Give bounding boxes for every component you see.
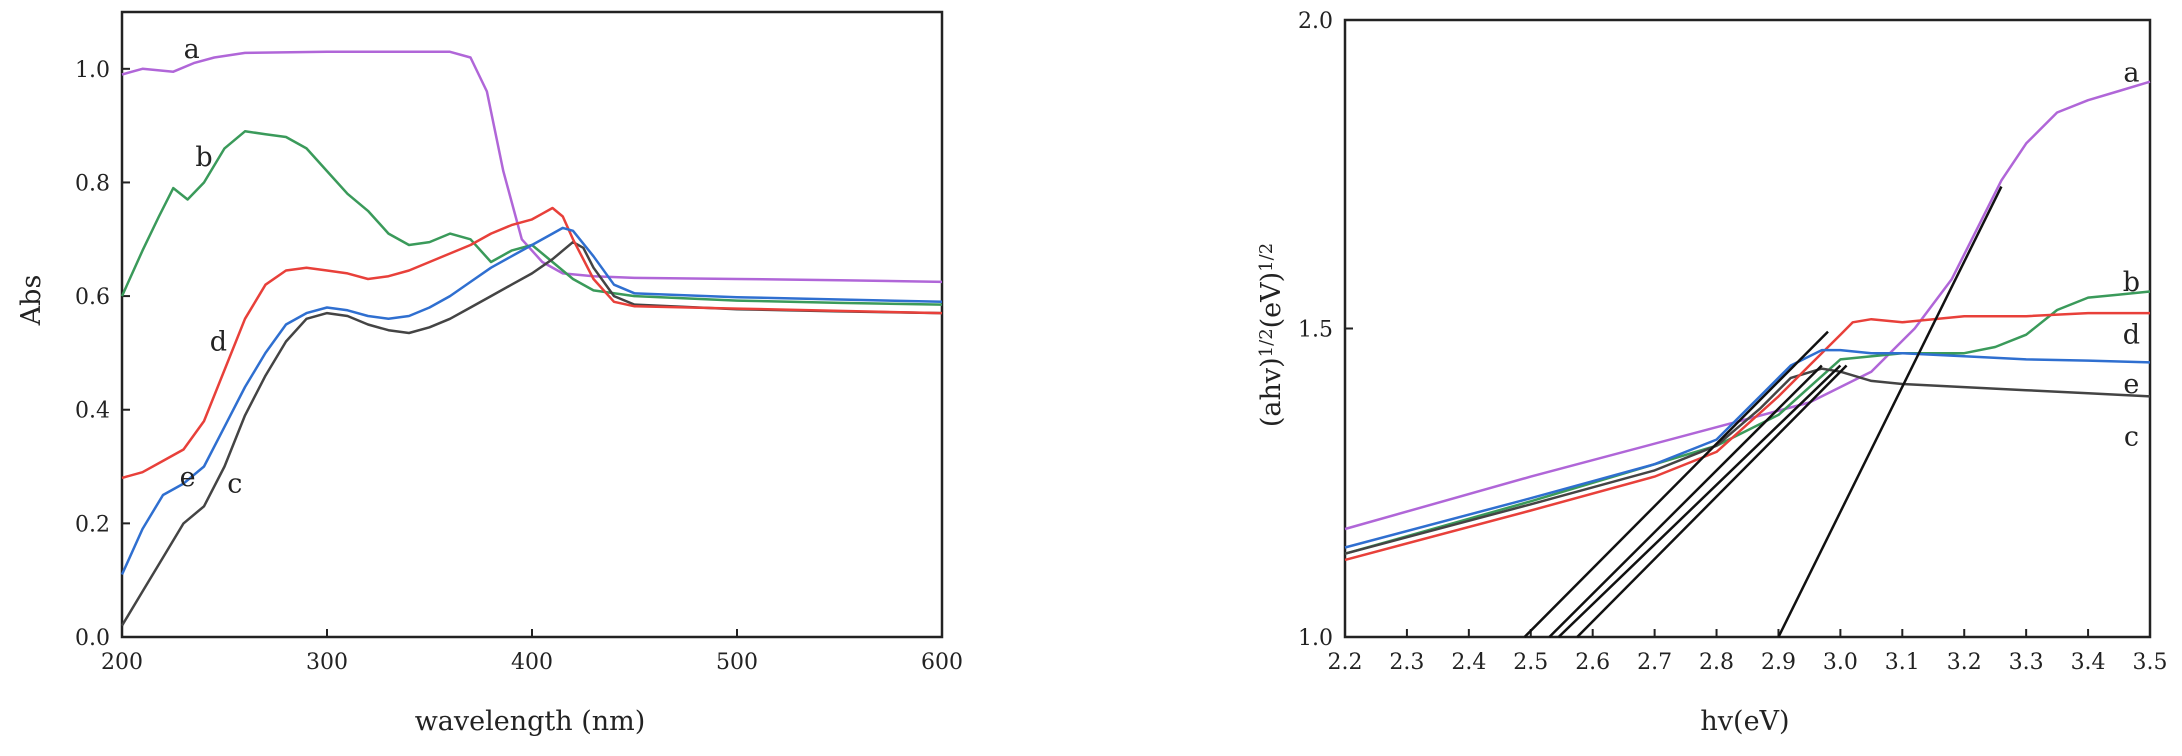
x-tick-label: 200 <box>101 650 143 675</box>
tangent-line <box>1576 364 1848 638</box>
x-tick-label: 2.3 <box>1389 650 1424 675</box>
y-tick-label: 0.0 <box>75 626 110 651</box>
y-tick-label: 1.0 <box>75 58 110 83</box>
x-tick-label: 2.9 <box>1761 650 1796 675</box>
tangent-line <box>1548 364 1823 638</box>
x-tick-label: 2.7 <box>1637 650 1672 675</box>
series-line-c <box>120 240 943 627</box>
x-tick-label: 300 <box>306 650 348 675</box>
x-tick-label: 2.2 <box>1328 650 1363 675</box>
axis-ticks: 200 300 400 500 600 0.0 0.2 0.4 0.6 0.8 1.0 <box>75 58 963 675</box>
series-line-b <box>120 130 943 306</box>
curve-label-c: c <box>2124 421 2139 452</box>
x-tick-label: 2.6 <box>1575 650 1610 675</box>
x-tick-label: 3.5 <box>2133 650 2168 675</box>
x-tick-label: 3.4 <box>2071 650 2106 675</box>
plot-frame <box>120 10 944 639</box>
series-group <box>120 50 943 627</box>
curve-label-c: c <box>227 469 242 500</box>
x-tick-label: 400 <box>511 650 553 675</box>
x-tick-label: 3.1 <box>1885 650 1920 675</box>
tangent-line <box>1523 330 1829 638</box>
series-line-d <box>1344 311 2150 562</box>
tangent-line <box>1777 186 2003 638</box>
curve-label-d: d <box>210 327 227 358</box>
x-tick-label: 2.8 <box>1699 650 1734 675</box>
x-tick-label: 500 <box>716 650 758 675</box>
curve-label-d: d <box>2123 320 2140 351</box>
y-axis-title: (ahv)1/2(eV)1/2 <box>1256 243 1287 427</box>
series-line-e <box>120 226 943 576</box>
x-tick-label: 3.0 <box>1823 650 1858 675</box>
x-tick-label: 2.4 <box>1451 650 1486 675</box>
curve-label-a: a <box>184 34 200 65</box>
x-tick-label: 3.2 <box>1947 650 1982 675</box>
x-axis-title: wavelength (nm) <box>415 706 646 737</box>
x-tick-label: 2.5 <box>1513 650 1548 675</box>
tangent-lines <box>1523 186 2003 638</box>
curve-labels: a b c d e <box>180 34 243 500</box>
axis-ticks: 2.2 2.3 2.4 2.5 2.6 2.7 2.8 2.9 3.0 3.1 3.2 3.3 3.4 3… <box>1298 9 2168 675</box>
curve-label-e: e <box>180 462 196 493</box>
y-tick-label: 0.8 <box>75 171 110 196</box>
curve-label-b: b <box>195 142 212 173</box>
series-group <box>1344 80 2151 562</box>
y-tick-label: 1.5 <box>1298 318 1333 343</box>
x-tick-label: 3.3 <box>2009 650 2044 675</box>
series-line-d <box>121 206 943 480</box>
series-line-a <box>121 50 943 284</box>
y-tick-label: 1.0 <box>1298 626 1333 651</box>
y-axis-title: Abs <box>16 275 47 327</box>
tauc-chart: 2.2 2.3 2.4 2.5 2.6 2.7 2.8 2.9 3.0 3.1 3.2 3.3 3.4 3… <box>1256 9 2168 737</box>
series-line-a <box>1344 80 2151 531</box>
tangent-line <box>1557 364 1842 638</box>
plot-frame <box>1343 18 2152 639</box>
curve-label-e: e <box>2123 369 2139 400</box>
y-tick-label: 0.6 <box>75 285 110 310</box>
y-tick-label: 2.0 <box>1298 9 1333 34</box>
x-axis-title: hv(eV) <box>1700 706 1789 737</box>
series-line-c <box>1344 367 2151 555</box>
curve-label-a: a <box>2123 57 2139 88</box>
y-tick-label: 0.4 <box>75 399 110 424</box>
series-line-e <box>1344 348 2151 549</box>
y-tick-label: 0.2 <box>75 512 110 537</box>
curve-label-b: b <box>2123 267 2140 298</box>
x-tick-label: 600 <box>921 650 963 675</box>
